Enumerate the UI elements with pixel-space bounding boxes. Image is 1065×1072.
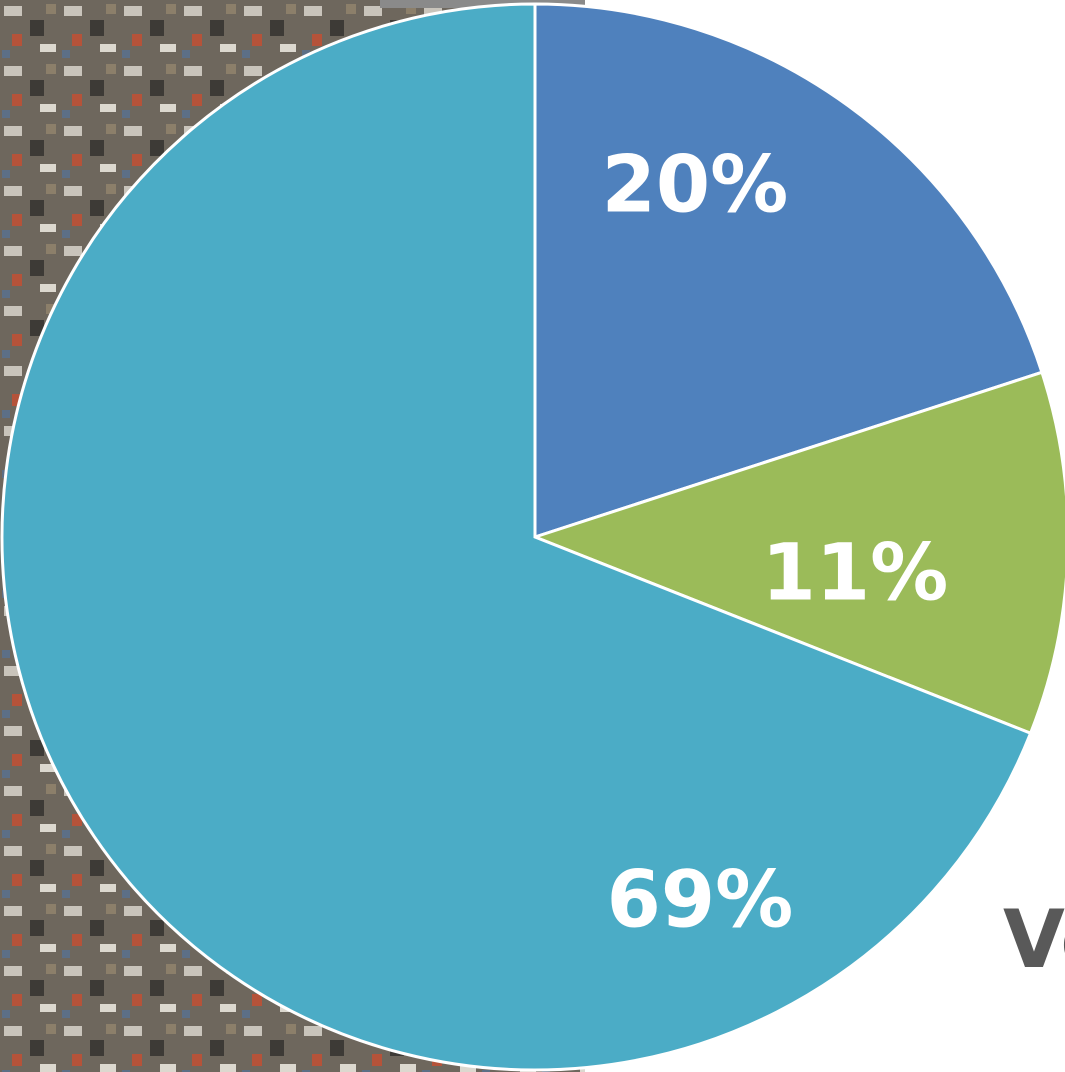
pie-slice [533,2,1044,540]
annotation: Ve [1003,893,1065,986]
data-label: 69% [607,855,794,945]
data-label: 11% [762,528,949,618]
pie-slice [530,370,1065,736]
pie-slice [0,2,1033,1072]
data-label: 20% [602,140,789,230]
background-bar [380,0,585,8]
